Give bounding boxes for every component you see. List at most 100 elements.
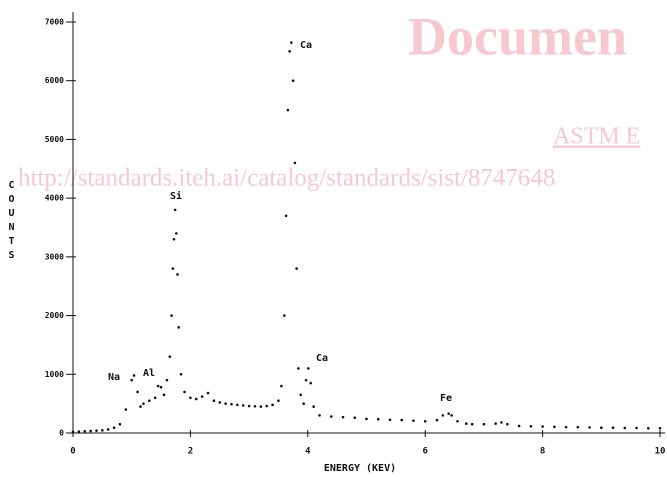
data-point bbox=[635, 426, 638, 430]
data-point bbox=[136, 390, 139, 394]
data-point bbox=[307, 367, 310, 370]
data-point bbox=[189, 396, 192, 400]
data-point bbox=[482, 422, 486, 426]
watermark-url: http://standards.iteh.ai/catalog/standar… bbox=[18, 165, 555, 192]
data-point bbox=[83, 429, 87, 433]
y-tick-label: 7000 bbox=[45, 18, 64, 27]
data-point bbox=[600, 426, 603, 430]
y-tick-label: 2000 bbox=[45, 311, 64, 320]
data-point bbox=[284, 214, 288, 218]
data-point bbox=[295, 267, 298, 270]
data-point bbox=[139, 405, 142, 408]
data-point bbox=[435, 418, 439, 422]
peak-label: Si bbox=[170, 190, 182, 202]
data-point bbox=[170, 314, 173, 317]
data-point bbox=[168, 355, 172, 358]
data-point bbox=[456, 419, 459, 423]
x-tick-label: 8 bbox=[540, 447, 545, 457]
data-point bbox=[153, 396, 157, 400]
x-tick-label: 0 bbox=[70, 447, 75, 457]
data-point bbox=[290, 41, 293, 44]
x-tick-label: 10 bbox=[655, 447, 666, 457]
data-point bbox=[283, 314, 286, 317]
y-tick-label: 3000 bbox=[45, 252, 64, 261]
data-point bbox=[106, 428, 110, 431]
data-point bbox=[175, 232, 178, 235]
data-point bbox=[541, 425, 544, 428]
watermark-subtitle: ASTM E bbox=[553, 124, 640, 150]
data-point bbox=[280, 384, 283, 388]
data-point bbox=[423, 419, 427, 423]
data-point bbox=[200, 395, 204, 398]
data-point bbox=[165, 378, 169, 382]
y-tick-label: 5000 bbox=[45, 135, 64, 144]
data-point bbox=[309, 381, 313, 385]
data-point bbox=[206, 391, 210, 395]
data-point bbox=[611, 426, 615, 430]
data-point bbox=[288, 50, 291, 53]
peak-label: Ca bbox=[316, 353, 328, 364]
data-point bbox=[218, 401, 222, 404]
data-point bbox=[441, 414, 445, 417]
data-point bbox=[304, 378, 308, 382]
peak-label: Fe bbox=[440, 393, 452, 404]
y-axis-title: COUNTS bbox=[6, 180, 17, 264]
data-point bbox=[159, 385, 163, 389]
watermark-title: Documen bbox=[408, 6, 627, 66]
x-axis-title: ENERGY (KEV) bbox=[324, 463, 396, 474]
y-tick-label: 1000 bbox=[45, 370, 64, 379]
data-point bbox=[576, 425, 580, 429]
data-point bbox=[172, 237, 176, 241]
x-tick-label: 4 bbox=[305, 447, 311, 457]
data-point bbox=[236, 403, 239, 407]
data-point bbox=[253, 404, 257, 408]
data-point bbox=[564, 425, 568, 429]
data-point bbox=[450, 414, 453, 417]
data-point bbox=[517, 424, 521, 428]
x-tick-label: 2 bbox=[188, 447, 193, 457]
data-point bbox=[341, 415, 345, 419]
data-point bbox=[132, 374, 136, 377]
data-point bbox=[124, 408, 128, 411]
data-point bbox=[494, 422, 497, 425]
peak-label: Ca bbox=[300, 40, 312, 51]
data-point bbox=[318, 414, 321, 417]
data-point bbox=[224, 402, 227, 405]
data-point bbox=[623, 426, 627, 430]
data-point bbox=[271, 403, 274, 407]
data-point bbox=[412, 419, 415, 422]
data-point bbox=[529, 424, 533, 428]
data-point bbox=[171, 267, 175, 270]
data-point bbox=[447, 412, 450, 415]
y-tick-label: 0 bbox=[59, 429, 64, 438]
data-point bbox=[588, 426, 591, 429]
data-point bbox=[299, 393, 303, 397]
data-point bbox=[148, 399, 151, 403]
data-point bbox=[194, 397, 198, 401]
data-point bbox=[112, 426, 116, 430]
data-point bbox=[506, 422, 509, 426]
data-point bbox=[286, 108, 290, 112]
data-point bbox=[329, 415, 333, 418]
x-tick-label: 6 bbox=[422, 447, 427, 457]
data-point bbox=[173, 208, 177, 212]
data-point bbox=[646, 427, 650, 430]
data-point bbox=[177, 326, 180, 329]
data-point bbox=[118, 422, 122, 426]
peak-label: Al bbox=[143, 368, 155, 379]
data-point bbox=[156, 384, 160, 388]
data-point bbox=[101, 429, 104, 432]
y-tick-label: 4000 bbox=[45, 194, 64, 203]
data-point bbox=[247, 404, 251, 408]
data-point bbox=[130, 378, 133, 382]
data-point bbox=[365, 417, 368, 421]
data-point bbox=[162, 393, 166, 397]
peak-label: Na bbox=[108, 372, 120, 383]
data-point bbox=[183, 390, 186, 394]
data-point bbox=[241, 404, 245, 407]
data-point bbox=[212, 399, 216, 403]
data-point bbox=[297, 367, 300, 370]
data-point bbox=[658, 427, 662, 430]
